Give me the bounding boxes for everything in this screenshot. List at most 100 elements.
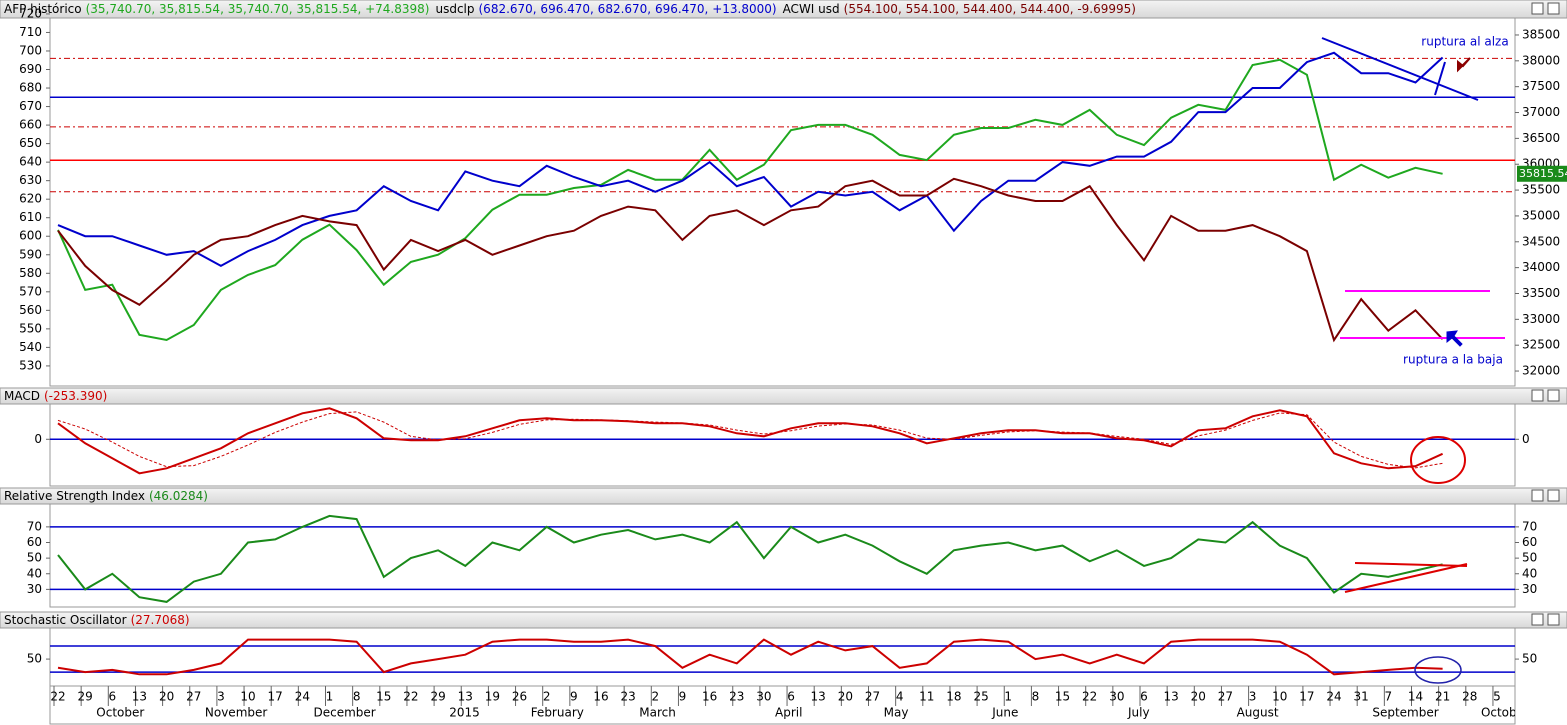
month-label: June	[991, 706, 1018, 720]
y-tick-label-right: 0	[1522, 432, 1530, 446]
window-buttons[interactable]	[1531, 2, 1560, 626]
x-tick-label: 14	[1408, 690, 1423, 704]
x-tick-label: 8	[1032, 690, 1040, 704]
y-tick-label: 660	[19, 118, 42, 132]
month-label: 2015	[449, 706, 480, 720]
x-tick-label: 10	[240, 690, 255, 704]
y-tick-label: 540	[19, 340, 42, 354]
series-line	[57, 514, 1443, 603]
y-tick-label-right: 50	[1522, 652, 1537, 666]
x-tick-label: 17	[1299, 690, 1314, 704]
y-tick-label: 50	[27, 551, 42, 565]
y-tick-label: 0	[34, 432, 42, 446]
y-tick-label: 650	[19, 136, 42, 150]
y-tick-label: 640	[19, 155, 42, 169]
legend-values: (27.7068)	[131, 613, 190, 627]
y-tick-label-right: 60	[1522, 535, 1537, 549]
panel-headers	[0, 0, 1567, 629]
y2-tick-label: 34500	[1522, 234, 1560, 248]
y-tick-label: 710	[19, 25, 42, 39]
x-tick-label: 27	[865, 690, 880, 704]
legend-name: Relative Strength Index	[4, 489, 145, 503]
x-tick-label: 6	[787, 690, 795, 704]
y-tick-label-right: 70	[1522, 519, 1537, 533]
x-tick-label: 26	[512, 690, 527, 704]
x-tick-label: 2	[651, 690, 659, 704]
y2-tick-label: 37000	[1522, 105, 1560, 119]
y-tick-label: 70	[27, 519, 42, 533]
x-tick-label: 15	[1055, 690, 1070, 704]
y-tick-label: 700	[19, 43, 42, 57]
legend-values: (46.0284)	[149, 489, 208, 503]
y-tick-label: 590	[19, 247, 42, 261]
y-tick-label: 580	[19, 266, 42, 280]
y-tick-label: 630	[19, 173, 42, 187]
x-tick-label: 24	[295, 690, 310, 704]
x-tick-label: 7	[1385, 690, 1393, 704]
month-label: August	[1237, 706, 1279, 720]
x-tick-label: 23	[621, 690, 636, 704]
series-line	[57, 407, 1444, 475]
month-label: May	[884, 706, 909, 720]
x-tick-label: 13	[811, 690, 826, 704]
x-tick-label: 3	[1249, 690, 1257, 704]
y2-tick-label: 35000	[1522, 208, 1560, 222]
x-tick-label: 9	[570, 690, 578, 704]
y2-tick-label: 36500	[1522, 131, 1560, 145]
x-tick-label: 24	[1326, 690, 1341, 704]
annotation: ruptura al alza	[1421, 35, 1508, 49]
x-tick-label: 3	[217, 690, 225, 704]
series-line	[57, 411, 1443, 469]
month-label: October	[1481, 706, 1529, 720]
x-tick-label: 6	[108, 690, 116, 704]
x-tick-label: 30	[1109, 690, 1124, 704]
y-tick-label: 680	[19, 81, 42, 95]
x-tick-label: 18	[946, 690, 961, 704]
x-tick-label: 6	[1140, 690, 1148, 704]
x-tick-label: 13	[1164, 690, 1179, 704]
x-tick-label: 21	[1435, 690, 1450, 704]
x-tick-label: 16	[702, 690, 717, 704]
panel-header: Stochastic Oscillator (27.7068)	[4, 613, 190, 627]
y2-tick-label: 34000	[1522, 260, 1560, 274]
series-line	[57, 638, 1443, 676]
x-tick-label: 22	[1082, 690, 1097, 704]
y2-tick-label: 38000	[1522, 53, 1560, 67]
x-tick-label: 11	[919, 690, 934, 704]
x-tick-label: 2	[543, 690, 551, 704]
x-tick-label: 27	[1218, 690, 1233, 704]
drawings	[1321, 37, 1505, 684]
x-tick-label: 4	[896, 690, 904, 704]
legend-values: (682.670, 696.470, 682.670, 696.470, +13…	[479, 2, 777, 16]
x-tick-label: 22	[50, 690, 65, 704]
x-tick-label: 9	[679, 690, 687, 704]
month-label: April	[775, 706, 802, 720]
series-line	[57, 51, 1444, 268]
x-tick-label: 17	[268, 690, 283, 704]
legend-values: (35,740.70, 35,815.54, 35,740.70, 35,815…	[86, 2, 430, 16]
y2-tick-label: 33500	[1522, 286, 1560, 300]
x-tick-label: 1	[326, 690, 334, 704]
x-tick-label: 20	[1191, 690, 1206, 704]
x-tick-label: 25	[973, 690, 988, 704]
y-tick-label-right: 50	[1522, 551, 1537, 565]
x-tick-label: 16	[593, 690, 608, 704]
legend-name: AFP histórico	[4, 2, 82, 16]
y-tick-label-right: 40	[1522, 566, 1537, 580]
month-label: March	[639, 706, 676, 720]
y-tick-label: 530	[19, 358, 42, 372]
month-label: February	[531, 706, 584, 720]
x-tick-label: 5	[1493, 690, 1501, 704]
annotation: ruptura a la baja	[1403, 353, 1503, 367]
series-line	[57, 58, 1443, 342]
legend-values: (-253.390)	[44, 389, 107, 403]
y2-tick-label: 38500	[1522, 27, 1560, 41]
x-tick-label: 22	[403, 690, 418, 704]
x-tick-label: 8	[353, 690, 361, 704]
y-tick-label: 560	[19, 303, 42, 317]
panel-header: MACD (-253.390)	[4, 389, 107, 403]
legend-name: Stochastic Oscillator	[4, 613, 127, 627]
x-tick-label: 13	[132, 690, 147, 704]
y2-tick-label: 32500	[1522, 338, 1560, 352]
